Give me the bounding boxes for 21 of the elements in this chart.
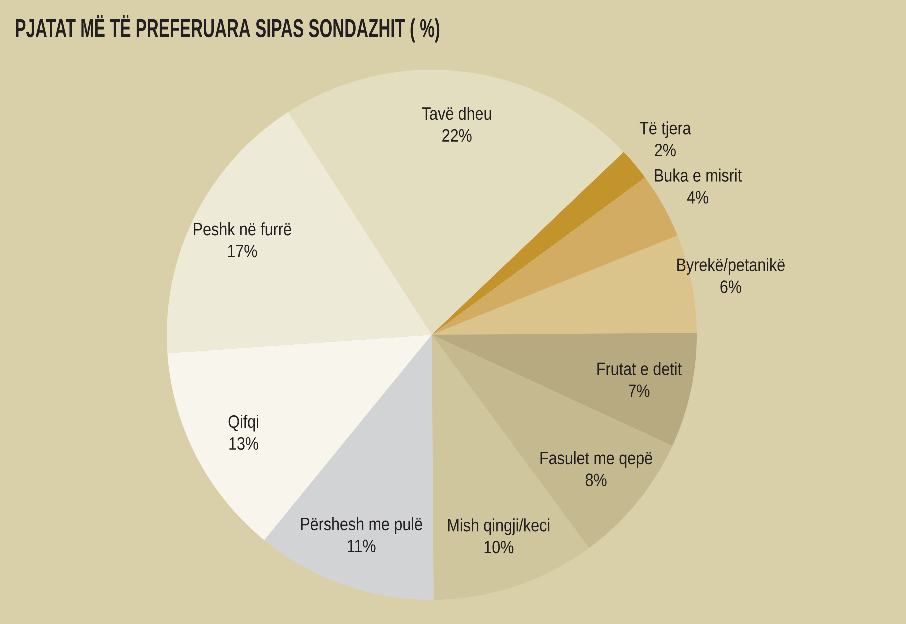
data-label: 22%: [442, 129, 472, 142]
slice-label: Frutat e detit: [598, 362, 682, 376]
slice-label: Peshk në furrë: [194, 222, 292, 236]
slice-label: Byrekë/petanikë: [678, 258, 785, 275]
data-label: 11%: [348, 540, 376, 552]
data-label: 8%: [586, 474, 607, 487]
data-label: 13%: [230, 437, 259, 450]
data-label: 17%: [228, 245, 258, 258]
slice-label: Tavë dheu: [422, 106, 492, 120]
chart-title: PJATAT MË TË PREFERUARA SIPAS SONDAZHIT ( %): [16, 15, 440, 43]
slice-label: Përshesh me pulë: [301, 517, 422, 534]
slice-label: Fasulet me qepë: [540, 451, 652, 468]
data-label: 7%: [628, 384, 650, 398]
slice-label: Mish qingji/keci: [448, 518, 550, 536]
slice-label: Të tjera: [640, 122, 692, 138]
slice-label: Qifqi: [228, 414, 258, 432]
data-label: 2%: [655, 144, 676, 157]
data-label: 10%: [484, 540, 514, 554]
data-label: 6%: [720, 280, 742, 294]
slice-label: Buka e misrit: [655, 168, 742, 182]
data-label: 4%: [687, 191, 709, 204]
